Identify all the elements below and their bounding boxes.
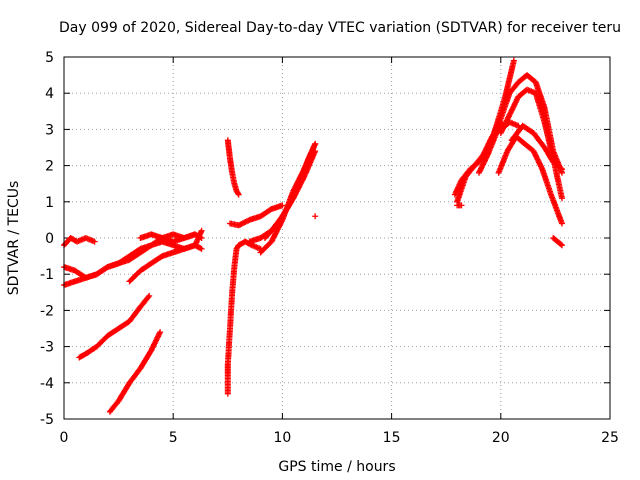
series-arc-q: [454, 202, 465, 209]
series-arc-n: [312, 213, 319, 220]
y-tick-label: -2: [40, 303, 54, 319]
x-tick-label: 10: [273, 430, 291, 446]
series-arc-m: [261, 140, 319, 241]
y-tick-label: 1: [45, 195, 54, 211]
y-tick-label: -5: [40, 412, 54, 428]
x-tick-label: 15: [383, 430, 401, 446]
series-arc-o: [451, 57, 517, 198]
x-tick-label: 20: [492, 430, 510, 446]
series-arc-i: [224, 137, 242, 198]
y-tick-label: 2: [45, 159, 54, 175]
y-axis-label: SDTVAR / TECUs: [6, 181, 22, 296]
data-points: [61, 57, 565, 415]
series-arc-v: [508, 122, 565, 173]
x-axis-label: GPS time / hours: [278, 459, 395, 475]
y-tick-label: 3: [45, 122, 54, 138]
series-arc-f: [76, 292, 153, 361]
series-arc-e: [137, 231, 198, 245]
series-arc-h: [224, 238, 264, 397]
series-arc-d: [126, 227, 205, 285]
x-tick-label: 0: [60, 430, 69, 446]
y-tick-label: -4: [40, 376, 54, 392]
y-tick-label: -3: [40, 340, 54, 356]
tick-labels: 0 5 10 15 20 25 -5 -4 -3 -2 -1 0 1 2 3 4 5: [40, 50, 619, 446]
y-tick-label: -1: [40, 267, 54, 283]
y-tick-label: 0: [45, 231, 54, 247]
series-arc-a: [61, 235, 98, 249]
y-tick-label: 4: [45, 86, 54, 102]
x-tick-label: 5: [169, 430, 178, 446]
series-arc-g: [106, 329, 164, 415]
series-arc-j: [227, 202, 286, 229]
series-arc-p: [454, 119, 522, 205]
series-arc-w: [550, 235, 565, 249]
chart-title: Day 099 of 2020, Sidereal Day-to-day VTE…: [59, 20, 621, 36]
plot-frame: [63, 56, 611, 420]
x-tick-label: 25: [601, 430, 619, 446]
y-tick-label: 5: [45, 50, 54, 66]
